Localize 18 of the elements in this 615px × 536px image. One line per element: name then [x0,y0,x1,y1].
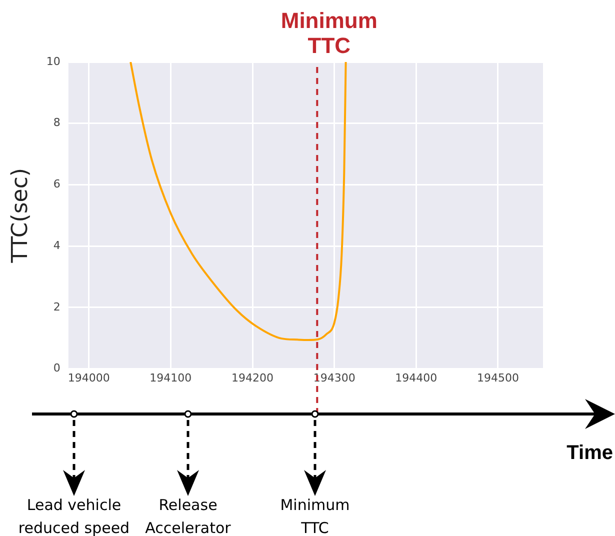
y-tick-label: 0 [53,362,60,375]
y-tick-label: 4 [53,238,60,252]
y-tick-label: 8 [53,116,60,130]
y-axis-title: TTC(sec) [8,168,33,264]
y-tick-label: 6 [53,178,60,191]
text: Lead vehicle reduced speed [17,495,131,536]
text: Time [566,442,613,465]
y-tick-label: 10 [46,54,60,68]
ref-line-label: Minimum TTC [280,8,378,58]
line-series [130,62,347,341]
x-tick-label: 194100 [150,371,192,384]
y-tick-label: 2 [53,300,60,314]
x-tick-label: 194400 [395,371,438,384]
x-tick-label: 194000 [68,371,110,384]
x-tick-label: 194200 [232,371,274,384]
text: Minimum TTC [279,495,351,536]
text: Release Accelerator [145,496,231,536]
x-tick-label: 194500 [476,371,519,384]
